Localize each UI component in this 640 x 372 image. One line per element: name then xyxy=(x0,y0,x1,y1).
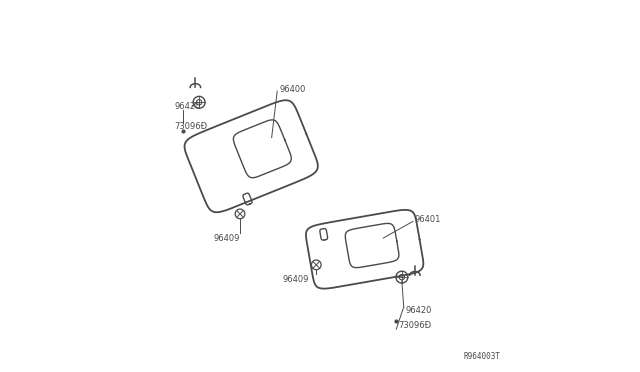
Text: 96409: 96409 xyxy=(213,234,239,243)
Text: 96420: 96420 xyxy=(406,306,432,315)
Text: 73096Đ: 73096Đ xyxy=(398,321,431,330)
Text: 96400: 96400 xyxy=(279,85,305,94)
Text: 96409: 96409 xyxy=(283,275,309,284)
Text: 73096Đ: 73096Đ xyxy=(174,122,207,131)
Text: 96401: 96401 xyxy=(415,215,441,224)
Text: R964003T: R964003T xyxy=(463,352,500,361)
Text: 96420: 96420 xyxy=(174,102,200,110)
